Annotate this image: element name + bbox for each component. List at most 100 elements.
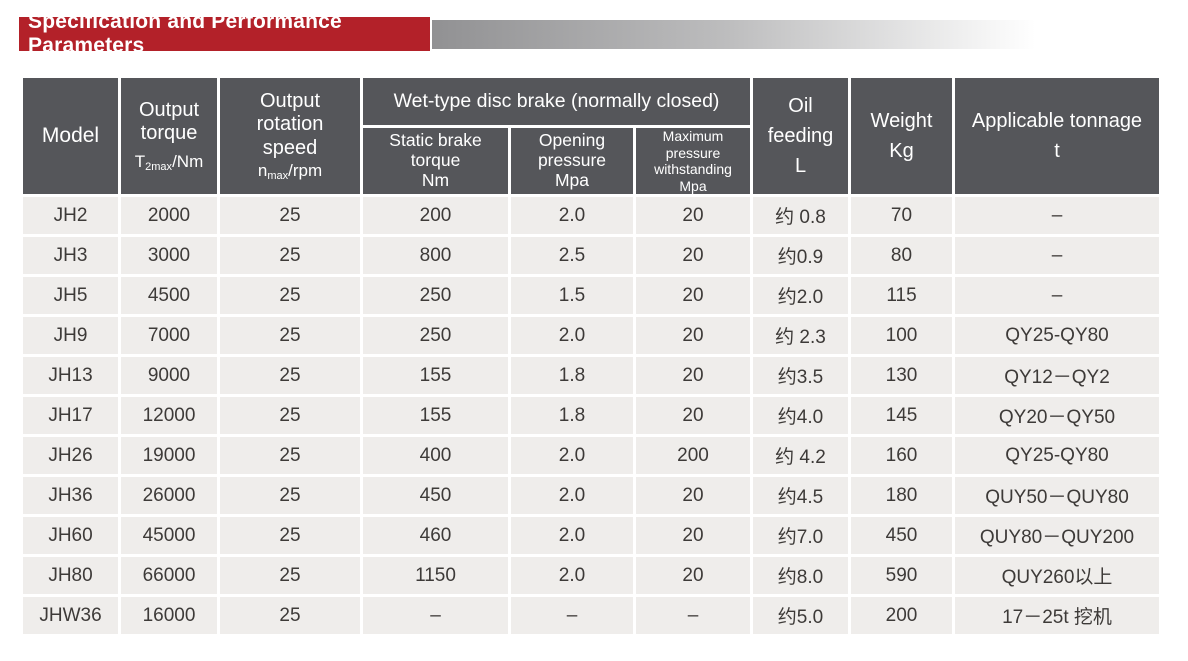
cell-static-brake: 155: [363, 357, 508, 395]
cell-max-pressure: –: [636, 597, 750, 635]
cell-model: JH36: [23, 477, 118, 515]
cell-model: JH5: [23, 277, 118, 315]
cell-model: JH80: [23, 557, 118, 595]
cell-opening-pressure: 1.8: [511, 357, 633, 395]
cell-opening-pressure: 2.0: [511, 557, 633, 595]
cell-static-brake: 450: [363, 477, 508, 515]
cell-model: JH17: [23, 397, 118, 435]
cell-weight: 590: [851, 557, 952, 595]
output-torque-unit: T2max/Nm: [134, 152, 204, 174]
cell-rotation-speed: 25: [220, 197, 360, 235]
col-header-max-pressure: Maximum pressure withstanding Mpa: [636, 128, 750, 195]
table-row: JHW36 16000 25 – – – 约5.0 200 17－25t 挖机: [23, 597, 1159, 635]
cell-opening-pressure: 2.0: [511, 197, 633, 235]
col-header-output-torque: Output torque T2max/Nm: [121, 78, 217, 195]
cell-max-pressure: 20: [636, 197, 750, 235]
cell-output-torque: 3000: [121, 237, 217, 275]
cell-weight: 200: [851, 597, 952, 635]
cell-max-pressure: 20: [636, 357, 750, 395]
cell-max-pressure: 20: [636, 277, 750, 315]
cell-tonnage: QUY260以上: [955, 557, 1159, 595]
cell-max-pressure: 20: [636, 517, 750, 555]
cell-static-brake: 250: [363, 277, 508, 315]
cell-weight: 180: [851, 477, 952, 515]
cell-opening-pressure: 1.5: [511, 277, 633, 315]
cell-static-brake: 250: [363, 317, 508, 355]
cell-oil-feeding: 约7.0: [753, 517, 848, 555]
cell-weight: 100: [851, 317, 952, 355]
cell-rotation-speed: 25: [220, 437, 360, 475]
col-header-model: Model: [23, 78, 118, 195]
cell-output-torque: 2000: [121, 197, 217, 235]
table-row: JH9 7000 25 250 2.0 20 约 2.3 100 QY25-QY…: [23, 317, 1159, 355]
cell-model: JHW36: [23, 597, 118, 635]
cell-max-pressure: 200: [636, 437, 750, 475]
cell-static-brake: 800: [363, 237, 508, 275]
col-header-rotation-speed: Output rotation speed nmax/rpm: [220, 78, 360, 195]
table-row: JH13 9000 25 155 1.8 20 约3.5 130 QY12－QY…: [23, 357, 1159, 395]
cell-tonnage: QUY80－QUY200: [955, 517, 1159, 555]
cell-oil-feeding: 约 4.2: [753, 437, 848, 475]
cell-opening-pressure: 2.0: [511, 437, 633, 475]
cell-rotation-speed: 25: [220, 557, 360, 595]
cell-oil-feeding: 约4.5: [753, 477, 848, 515]
cell-oil-feeding: 约0.9: [753, 237, 848, 275]
table-row: JH2 2000 25 200 2.0 20 约 0.8 70 –: [23, 197, 1159, 235]
cell-model: JH9: [23, 317, 118, 355]
cell-tonnage: 17－25t 挖机: [955, 597, 1159, 635]
cell-opening-pressure: –: [511, 597, 633, 635]
cell-output-torque: 66000: [121, 557, 217, 595]
cell-oil-feeding: 约3.5: [753, 357, 848, 395]
table-row: JH80 66000 25 1150 2.0 20 约8.0 590 QUY26…: [23, 557, 1159, 595]
cell-rotation-speed: 25: [220, 277, 360, 315]
cell-weight: 115: [851, 277, 952, 315]
cell-rotation-speed: 25: [220, 517, 360, 555]
col-header-model-label: Model: [41, 124, 100, 148]
table-row: JH17 12000 25 155 1.8 20 约4.0 145 QY20－Q…: [23, 397, 1159, 435]
col-header-static-brake: Static brake torque Nm: [363, 128, 508, 195]
table-row: JH36 26000 25 450 2.0 20 约4.5 180 QUY50－…: [23, 477, 1159, 515]
cell-tonnage: QY25-QY80: [955, 437, 1159, 475]
cell-rotation-speed: 25: [220, 597, 360, 635]
cell-static-brake: 155: [363, 397, 508, 435]
table-row: JH60 45000 25 460 2.0 20 约7.0 450 QUY80－…: [23, 517, 1159, 555]
cell-output-torque: 45000: [121, 517, 217, 555]
section-title-banner: Specification and Performance Parameters: [19, 10, 430, 57]
cell-oil-feeding: 约8.0: [753, 557, 848, 595]
cell-model: JH3: [23, 237, 118, 275]
table-row: JH5 4500 25 250 1.5 20 约2.0 115 –: [23, 277, 1159, 315]
cell-model: JH60: [23, 517, 118, 555]
cell-tonnage: QY20－QY50: [955, 397, 1159, 435]
cell-opening-pressure: 2.0: [511, 477, 633, 515]
cell-output-torque: 9000: [121, 357, 217, 395]
cell-tonnage: –: [955, 197, 1159, 235]
cell-tonnage: –: [955, 237, 1159, 275]
cell-oil-feeding: 约5.0: [753, 597, 848, 635]
cell-max-pressure: 20: [636, 317, 750, 355]
col-header-tonnage: Applicable tonnage t: [955, 78, 1159, 195]
page-title: Specification and Performance Parameters: [28, 10, 342, 57]
cell-tonnage: QY12－QY2: [955, 357, 1159, 395]
cell-weight: 130: [851, 357, 952, 395]
cell-rotation-speed: 25: [220, 357, 360, 395]
cell-static-brake: –: [363, 597, 508, 635]
cell-static-brake: 200: [363, 197, 508, 235]
cell-rotation-speed: 25: [220, 397, 360, 435]
col-header-weight: Weight Kg: [851, 78, 952, 195]
col-header-opening-pressure: Opening pressure Mpa: [511, 128, 633, 195]
cell-static-brake: 400: [363, 437, 508, 475]
cell-model: JH26: [23, 437, 118, 475]
cell-weight: 80: [851, 237, 952, 275]
cell-tonnage: –: [955, 277, 1159, 315]
cell-weight: 70: [851, 197, 952, 235]
cell-tonnage: QUY50－QUY80: [955, 477, 1159, 515]
cell-rotation-speed: 25: [220, 317, 360, 355]
cell-model: JH2: [23, 197, 118, 235]
cell-output-torque: 16000: [121, 597, 217, 635]
cell-rotation-speed: 25: [220, 477, 360, 515]
col-header-oil-feeding: Oil feeding L: [753, 78, 848, 195]
cell-weight: 145: [851, 397, 952, 435]
cell-static-brake: 1150: [363, 557, 508, 595]
cell-opening-pressure: 1.8: [511, 397, 633, 435]
col-header-wet-brake-group: Wet-type disc brake (normally closed): [363, 78, 750, 125]
